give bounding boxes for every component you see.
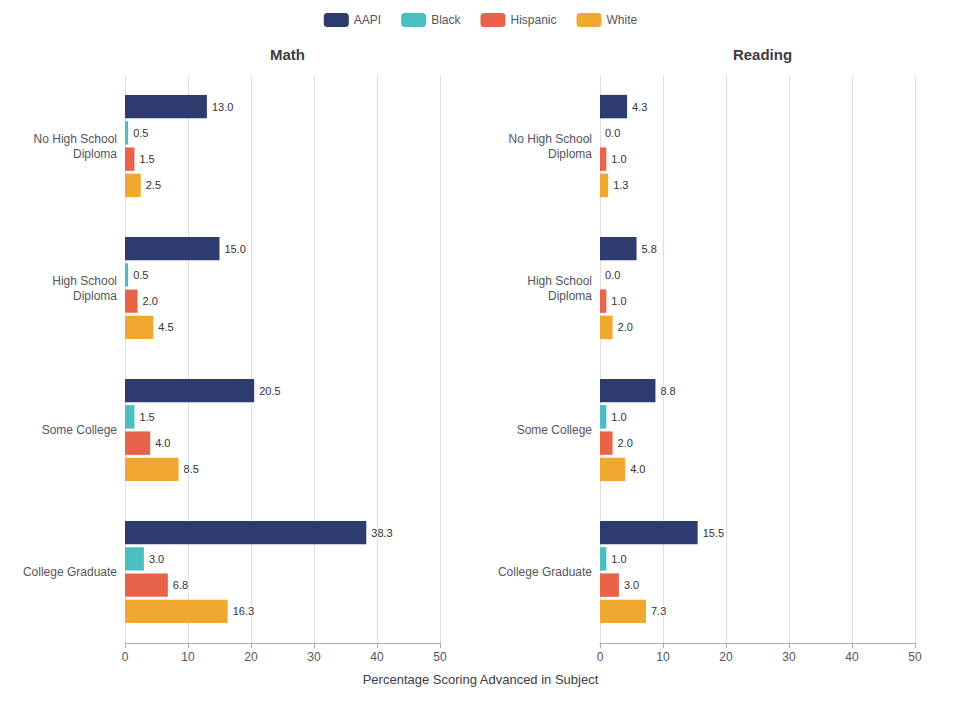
svg-text:Math: Math bbox=[270, 46, 305, 63]
svg-text:2.5: 2.5 bbox=[146, 179, 161, 191]
svg-text:3.0: 3.0 bbox=[624, 579, 639, 591]
svg-text:1.3: 1.3 bbox=[613, 179, 628, 191]
svg-text:10: 10 bbox=[656, 650, 670, 664]
svg-text:AAPI: AAPI bbox=[354, 13, 381, 27]
svg-text:50: 50 bbox=[433, 650, 447, 664]
svg-text:8.5: 8.5 bbox=[184, 463, 199, 475]
svg-text:7.3: 7.3 bbox=[651, 605, 666, 617]
svg-text:1.5: 1.5 bbox=[139, 411, 154, 423]
svg-text:Reading: Reading bbox=[733, 46, 792, 63]
svg-text:Black: Black bbox=[431, 13, 461, 27]
svg-text:No High School: No High School bbox=[509, 132, 592, 146]
svg-text:40: 40 bbox=[845, 650, 859, 664]
svg-text:4.5: 4.5 bbox=[158, 321, 173, 333]
svg-text:High School: High School bbox=[527, 274, 592, 288]
svg-text:2.0: 2.0 bbox=[618, 321, 633, 333]
svg-text:0.0: 0.0 bbox=[605, 127, 620, 139]
svg-text:3.0: 3.0 bbox=[149, 553, 164, 565]
svg-text:Percentage Scoring Advanced in: Percentage Scoring Advanced in Subject bbox=[363, 672, 599, 687]
svg-text:15.0: 15.0 bbox=[225, 243, 246, 255]
svg-text:0.5: 0.5 bbox=[133, 127, 148, 139]
svg-text:Diploma: Diploma bbox=[548, 289, 592, 303]
svg-text:4.0: 4.0 bbox=[630, 463, 645, 475]
svg-text:College Graduate: College Graduate bbox=[498, 565, 592, 579]
svg-text:38.3: 38.3 bbox=[371, 527, 392, 539]
svg-text:40: 40 bbox=[370, 650, 384, 664]
svg-text:1.0: 1.0 bbox=[611, 153, 626, 165]
svg-text:Diploma: Diploma bbox=[73, 289, 117, 303]
svg-text:White: White bbox=[607, 13, 638, 27]
svg-text:5.8: 5.8 bbox=[642, 243, 657, 255]
svg-text:6.8: 6.8 bbox=[173, 579, 188, 591]
svg-text:20.5: 20.5 bbox=[259, 385, 280, 397]
svg-text:Some College: Some College bbox=[517, 423, 593, 437]
svg-text:0: 0 bbox=[597, 650, 604, 664]
svg-text:10: 10 bbox=[181, 650, 195, 664]
svg-text:College Graduate: College Graduate bbox=[23, 565, 117, 579]
svg-text:4.3: 4.3 bbox=[632, 101, 647, 113]
svg-text:8.8: 8.8 bbox=[660, 385, 675, 397]
svg-text:16.3: 16.3 bbox=[233, 605, 254, 617]
svg-text:Hispanic: Hispanic bbox=[510, 13, 556, 27]
svg-text:1.0: 1.0 bbox=[611, 295, 626, 307]
svg-text:30: 30 bbox=[782, 650, 796, 664]
svg-text:1.5: 1.5 bbox=[139, 153, 154, 165]
svg-text:0.0: 0.0 bbox=[605, 269, 620, 281]
svg-text:1.0: 1.0 bbox=[611, 553, 626, 565]
svg-text:1.0: 1.0 bbox=[611, 411, 626, 423]
svg-text:2.0: 2.0 bbox=[143, 295, 158, 307]
svg-text:30: 30 bbox=[307, 650, 321, 664]
svg-text:0: 0 bbox=[122, 650, 129, 664]
svg-text:Diploma: Diploma bbox=[548, 147, 592, 161]
svg-text:20: 20 bbox=[244, 650, 258, 664]
svg-text:50: 50 bbox=[908, 650, 922, 664]
svg-text:Some College: Some College bbox=[42, 423, 118, 437]
svg-text:No High School: No High School bbox=[34, 132, 117, 146]
svg-text:20: 20 bbox=[719, 650, 733, 664]
svg-text:15.5: 15.5 bbox=[703, 527, 724, 539]
svg-text:2.0: 2.0 bbox=[618, 437, 633, 449]
svg-text:High School: High School bbox=[52, 274, 117, 288]
svg-text:13.0: 13.0 bbox=[212, 101, 233, 113]
svg-text:4.0: 4.0 bbox=[155, 437, 170, 449]
svg-text:Diploma: Diploma bbox=[73, 147, 117, 161]
svg-text:0.5: 0.5 bbox=[133, 269, 148, 281]
